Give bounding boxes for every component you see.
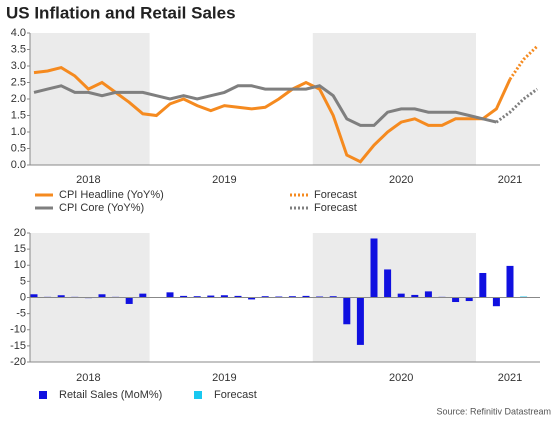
bar [220,295,228,298]
y-tick-label: 2.5 [11,76,26,88]
x-tick-label: 2020 [389,174,413,186]
x-tick-label: 2021 [498,174,522,186]
bar [424,291,432,298]
bar [302,295,310,298]
x-tick-label: 2018 [76,372,100,384]
bar [397,293,405,298]
y-tick-label: -20 [10,356,26,368]
bar [125,297,133,304]
y-tick-label: -10 [10,324,26,336]
legend-swatch [39,391,47,399]
bar [30,294,38,298]
line-series [33,84,497,127]
y-tick-label: 2.0 [11,93,26,105]
bar [139,293,147,298]
legend-label: Forecast [214,389,257,401]
bar [492,297,500,307]
legend-label: Forecast [314,189,357,201]
bar [180,295,188,298]
bar [343,297,351,325]
legend-label: CPI Core (YoY%) [59,202,144,214]
x-tick-label: 2018 [76,174,100,186]
y-tick-label: 4.0 [11,27,26,39]
bar [57,295,65,298]
y-tick-label: 3.5 [11,43,26,55]
bar [166,292,174,298]
bar [288,296,296,298]
bar [329,296,337,298]
line-series [33,65,512,164]
y-tick-label: 1.0 [11,126,26,138]
source-note: Source: Refinitiv Datastream [436,406,551,416]
bar [384,269,392,298]
bar [506,265,514,298]
x-tick-label: 2021 [498,372,522,384]
y-tick-label: 1.5 [11,109,26,121]
bar [479,272,487,298]
bar [452,297,460,303]
y-tick-label: 0 [20,291,26,303]
bar [356,297,364,345]
chart-title: US Inflation and Retail Sales [6,3,236,22]
bar [248,297,256,300]
y-tick-label: 10 [14,259,26,271]
bar [465,297,473,302]
bar [207,295,215,298]
y-tick-label: 0.0 [11,159,26,171]
bar [234,295,242,298]
year-band [30,33,150,165]
x-tick-label: 2020 [389,372,413,384]
bar [411,294,419,298]
legend-label: Forecast [314,202,357,214]
y-tick-label: -15 [10,340,26,352]
bar [370,238,378,298]
x-tick-label: 2019 [212,174,236,186]
legend-label: CPI Headline (YoY%) [59,189,164,201]
line-series [495,87,539,124]
bar [261,296,269,298]
line-series [508,45,539,81]
legend-label: Retail Sales (MoM%) [59,389,162,401]
y-tick-label: 5 [20,275,26,287]
legend-swatch [194,391,202,399]
y-tick-label: 0.5 [11,142,26,154]
y-tick-label: 20 [14,227,26,239]
x-tick-label: 2019 [212,372,236,384]
year-band [312,33,476,165]
y-tick-label: 15 [14,243,26,255]
y-tick-label: -5 [16,308,26,320]
y-tick-label: 3.0 [11,60,26,72]
bar [98,294,106,298]
bar [193,296,201,298]
